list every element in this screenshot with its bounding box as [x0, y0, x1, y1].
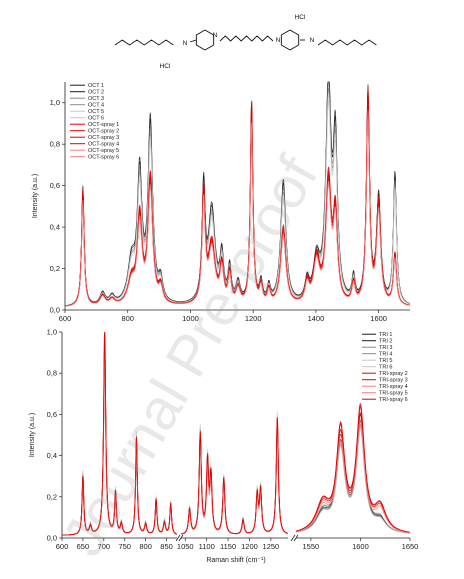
hcl-label: HCl: [295, 14, 306, 21]
series-line-tri-spray-6: [62, 331, 178, 536]
y-tick-label: 0,4: [50, 223, 60, 232]
chemical-structure: N N N N HCl HCl: [114, 14, 377, 70]
legend-entry: OCT 3: [88, 96, 104, 102]
x-tick-label: 1200: [241, 542, 258, 551]
x-tick-label: 1550: [303, 542, 320, 551]
bond: [219, 35, 274, 42]
x-tick-label: 1600: [370, 314, 387, 323]
legend-entry: TRI-spray 4: [379, 384, 408, 390]
legend-entry: OCT 6: [88, 116, 104, 122]
series-line-tri-spray-2: [295, 405, 410, 533]
y-tick-label: 0,8: [47, 369, 57, 378]
bond: [114, 39, 174, 46]
legend-entry: OCT-spray 1: [88, 122, 119, 128]
bond: [189, 39, 197, 43]
legend-entry: TRI 3: [379, 345, 392, 351]
legend-entry: OCT-spray 6: [88, 155, 119, 161]
legend-entry: OCT-spray 5: [88, 148, 119, 154]
y-tick-label: 1,0: [47, 328, 57, 337]
x-tick-label: 700: [98, 542, 111, 551]
x-tick-label: 1650: [402, 542, 419, 551]
bond: [280, 29, 300, 51]
atom-n: N: [310, 37, 315, 44]
legend-entry: OCT 2: [88, 90, 104, 96]
y-tick-label: 0,0: [47, 534, 57, 543]
legend-entry: TRI-spray 6: [379, 397, 408, 403]
series-line-tri-3: [295, 423, 410, 534]
legend-entry: TRI-spray 5: [379, 391, 408, 397]
legend-entry: OCT 1: [88, 83, 104, 89]
series-line-tri-1: [295, 413, 410, 534]
series-line-tri-6: [295, 407, 410, 534]
series-line-tri-spray-3: [295, 411, 410, 533]
hcl-label: HCl: [160, 63, 171, 70]
x-tick-label: 850: [160, 542, 173, 551]
atom-n: N: [276, 37, 281, 44]
x-tick-label: 1600: [352, 542, 369, 551]
axis-break-mark: [293, 534, 299, 542]
legend-entry: TRI 5: [379, 358, 392, 364]
x-tick-label: 1250: [263, 542, 280, 551]
x-tick-label: 750: [118, 542, 131, 551]
series-line-tri-spray-6: [180, 417, 289, 535]
series-line-tri-spray-5: [295, 425, 410, 534]
legend-entry: TRI 1: [379, 332, 392, 338]
y-tick-label: 0,8: [50, 140, 60, 149]
axis-break-mark: [178, 534, 184, 542]
y-axis-label: Intensity (a.u.): [29, 413, 36, 457]
legend-entry: OCT-spray 4: [88, 142, 119, 148]
y-tick-label: 0,4: [47, 451, 57, 460]
x-tick-label: 800: [139, 542, 152, 551]
series-line-tri-5: [295, 428, 410, 534]
y-tick-label: 0,6: [50, 181, 60, 190]
x-tick-label: 800: [121, 314, 134, 323]
x-tick-label: 1000: [182, 314, 199, 323]
y-tick-label: 1,0: [50, 98, 60, 107]
x-tick-label: 1050: [177, 542, 194, 551]
legend-entry: TRI-spray 3: [379, 378, 408, 384]
x-tick-label: 650: [77, 542, 90, 551]
x-tick-label: 1400: [308, 314, 325, 323]
y-tick-label: 0,6: [47, 410, 57, 419]
atom-n: N: [183, 40, 188, 47]
series-line-tri-spray-4: [295, 418, 410, 533]
legend-entry: TRI 2: [379, 339, 392, 345]
chart-tri: 0,0 0,2 0,4 0,6 0,8 1,0 Intensity (a.u.) 600 650…: [29, 328, 418, 565]
bond: [195, 29, 215, 51]
chart-oct: 0,0 0,2 0,4 0,6 0,8 1,0 600 800 1000 1200 1400 1600…: [32, 81, 410, 323]
x-tick-label: 1200: [245, 314, 262, 323]
y-axis-label: Intensity (a.u.): [32, 174, 39, 218]
atom-n: N: [213, 32, 218, 39]
y-tick-label: 0,2: [50, 264, 60, 273]
x-tick-label: 1150: [220, 542, 236, 551]
bond: [317, 39, 377, 46]
legend-entry: TRI 6: [379, 365, 392, 371]
legend-entry: OCT 4: [88, 103, 104, 109]
x-tick-label: 1100: [199, 542, 215, 551]
watermark: Journal Pre-proof: [50, 145, 331, 566]
axis-break-mark: [290, 534, 296, 542]
x-tick-label: 600: [59, 314, 72, 323]
legend-entry: OCT-spray 3: [88, 135, 119, 141]
legend-entry: TRI 4: [379, 352, 392, 358]
x-axis-label: Raman shift (cm⁻¹): [206, 557, 265, 564]
y-tick-label: 0,0: [50, 306, 60, 315]
legend-entry: OCT 5: [88, 109, 104, 115]
axis-break-mark: [175, 534, 181, 542]
x-tick-label: 600: [56, 542, 69, 551]
y-tick-label: 0,2: [47, 492, 57, 501]
legend-entry: OCT-spray 2: [88, 129, 119, 135]
series-line-oct-spray-6: [65, 114, 410, 307]
series-line-tri-spray-6: [295, 402, 410, 533]
legend-entry: TRI-spray 2: [379, 371, 408, 377]
series-line-tri-2: [295, 420, 410, 534]
